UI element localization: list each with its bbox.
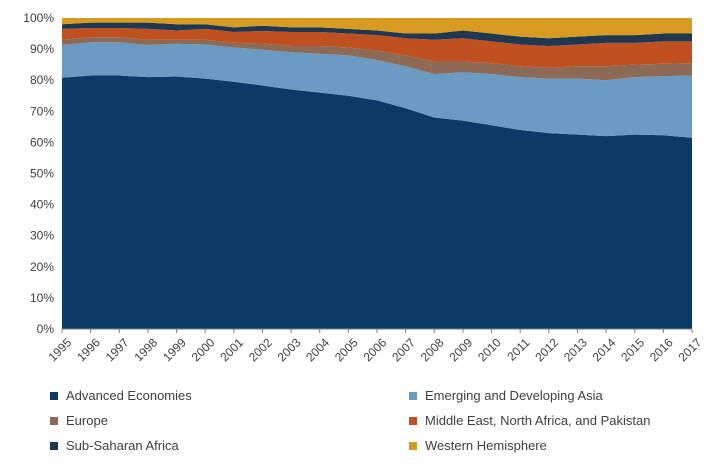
y-tick-label: 60%	[30, 135, 54, 149]
x-tick-label: 1997	[103, 335, 132, 364]
legend-swatch	[50, 391, 58, 400]
x-tick-label: 2013	[561, 335, 590, 364]
x-tick-label: 1995	[46, 335, 75, 364]
x-tick-label: 2001	[217, 335, 246, 364]
legend-item: Middle East, North Africa, and Pakistan	[409, 413, 650, 428]
y-tick-label: 50%	[30, 167, 54, 181]
y-tick-label: 90%	[30, 42, 54, 56]
x-tick-label: 2005	[332, 335, 361, 364]
area-series-1	[62, 42, 692, 138]
legend-swatch	[409, 441, 417, 450]
x-tick-label: 2009	[446, 335, 475, 364]
x-tick-label: 2002	[246, 335, 275, 364]
legend: Advanced Economies Emerging and Developin…	[0, 388, 723, 468]
y-tick-label: 10%	[30, 291, 54, 305]
legend-swatch	[50, 416, 58, 425]
x-tick-label: 2014	[590, 335, 619, 364]
legend-swatch	[409, 391, 417, 400]
x-tick-label: 2015	[618, 335, 647, 364]
legend-label: Sub-Saharan Africa	[66, 438, 179, 453]
x-tick-label: 1996	[74, 335, 103, 364]
x-tick-label: 1999	[160, 335, 189, 364]
area-series-0	[62, 75, 692, 329]
y-tick-label: 70%	[30, 104, 54, 118]
legend-label: Advanced Economies	[66, 388, 192, 403]
area-series-group	[62, 18, 692, 329]
area-series-2	[62, 37, 692, 81]
area-series-4	[62, 22, 692, 46]
area-series-3	[62, 27, 692, 68]
legend-label: Emerging and Developing Asia	[425, 388, 603, 403]
y-tick-label: 80%	[30, 73, 54, 87]
legend-label: Middle East, North Africa, and Pakistan	[425, 413, 651, 428]
x-tick-label: 2004	[303, 335, 332, 364]
y-tick-label: 0%	[37, 322, 55, 336]
x-tick-label: 2007	[389, 335, 418, 364]
x-tick-label: 2012	[532, 335, 561, 364]
x-tick-label: 2016	[647, 335, 676, 364]
legend-label: Europe	[66, 413, 108, 428]
x-tick-label: 1998	[131, 335, 160, 364]
legend-label: Western Hemisphere	[425, 438, 547, 453]
x-tick-label: 2000	[189, 335, 218, 364]
legend-swatch	[409, 416, 417, 425]
y-tick-label: 30%	[30, 229, 54, 243]
x-tick-label: 2003	[275, 335, 304, 364]
legend-item: Emerging and Developing Asia	[409, 388, 603, 403]
x-tick-label: 2006	[361, 335, 390, 364]
y-tick-label: 100%	[23, 11, 54, 25]
y-axis: 0% 10% 20% 30% 40% 50% 60% 70% 80% 90% 100%	[23, 11, 54, 336]
x-tick-label: 2008	[418, 335, 447, 364]
x-tick-label: 2017	[676, 335, 705, 364]
legend-item: Advanced Economies	[50, 388, 192, 403]
legend-item: Western Hemisphere	[409, 438, 547, 453]
area-series-5	[62, 18, 692, 39]
x-tick-label: 2010	[475, 335, 504, 364]
x-axis: 1995 1996 1997 1998 1999 2000 2001 2002 2003 2004…	[46, 328, 705, 364]
legend-swatch	[50, 441, 58, 450]
y-tick-label: 40%	[30, 198, 54, 212]
legend-item: Sub-Saharan Africa	[50, 438, 179, 453]
x-tick-label: 2011	[504, 335, 532, 363]
y-tick-label: 20%	[30, 260, 54, 274]
legend-item: Europe	[50, 413, 108, 428]
